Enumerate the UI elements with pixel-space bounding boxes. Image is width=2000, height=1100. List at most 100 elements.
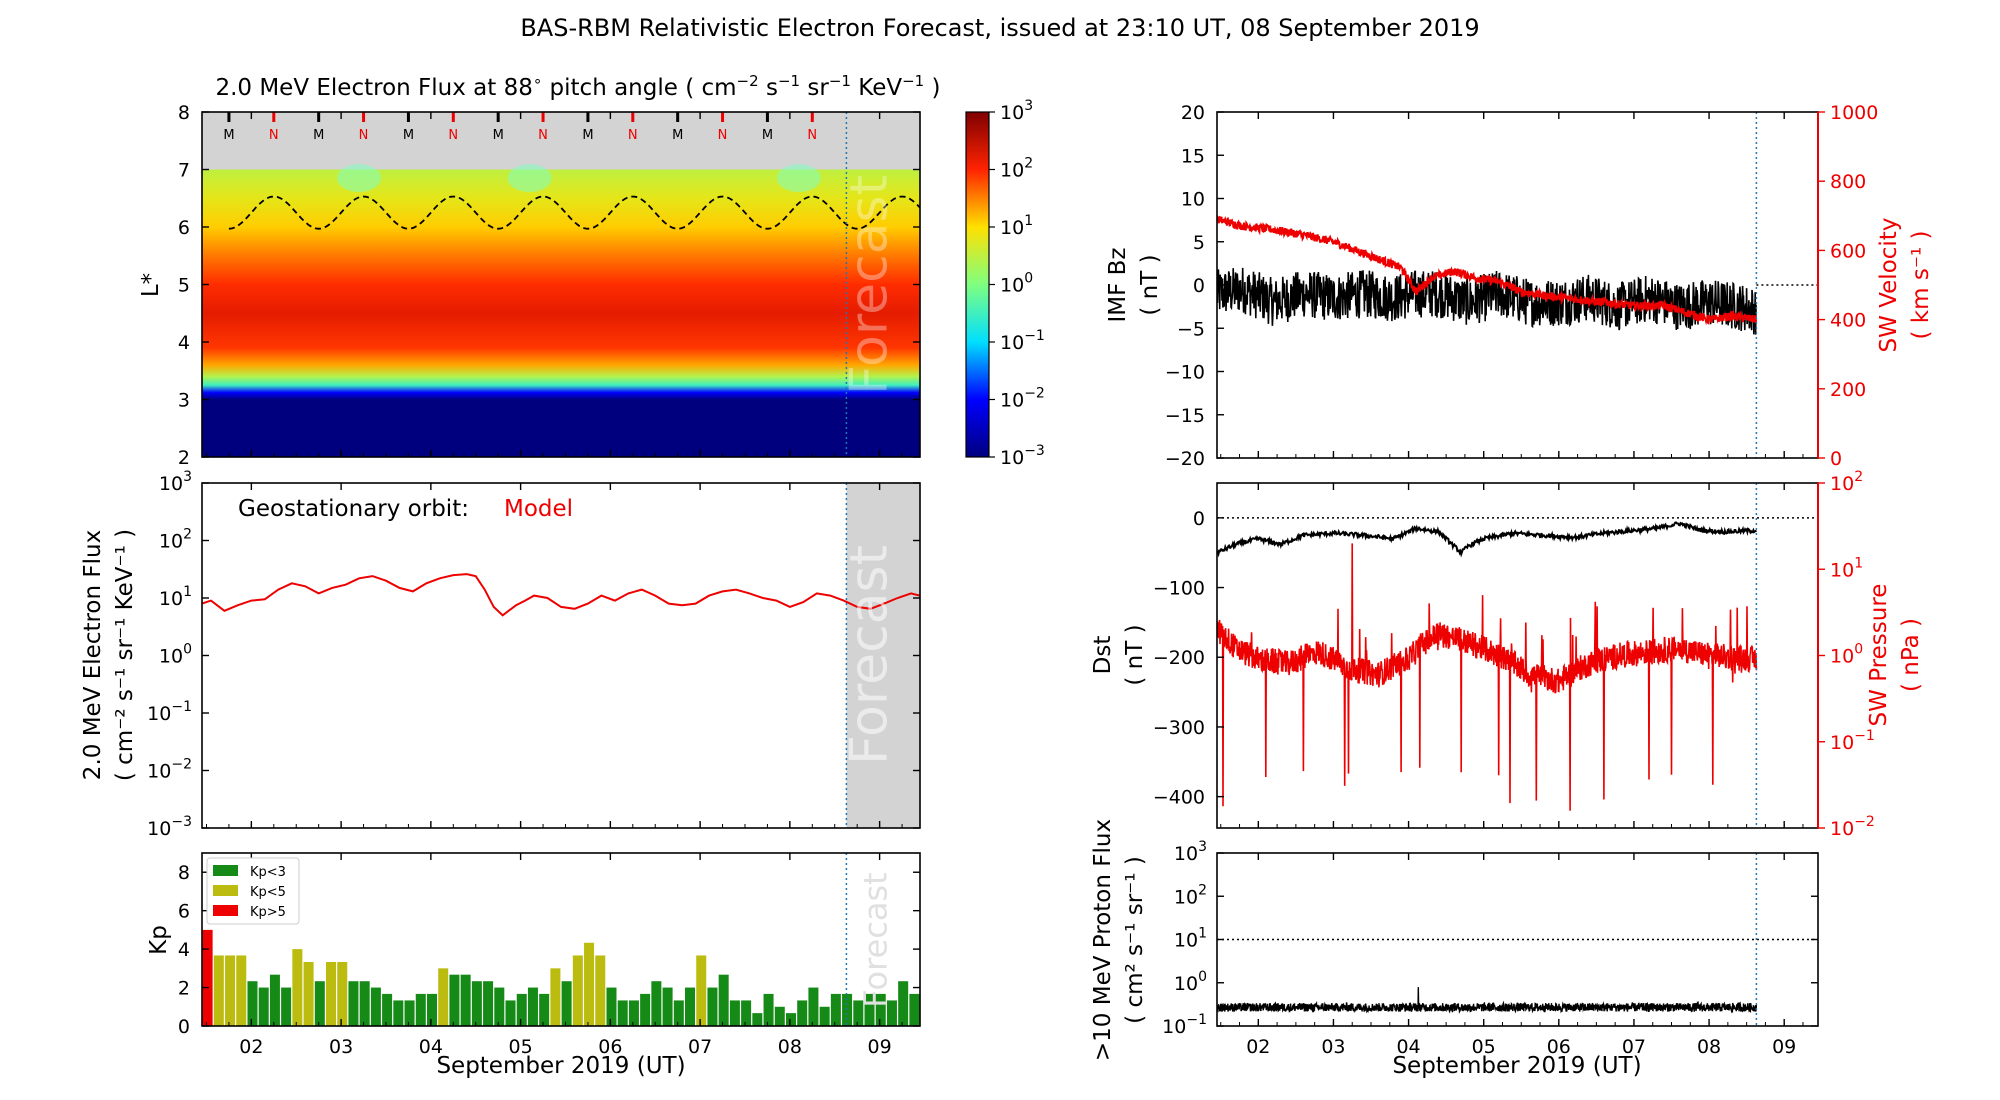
mn-marker-label: M — [582, 128, 593, 143]
geo-flux-frame — [201, 482, 921, 829]
kp-xtick-label: 03 — [329, 1036, 353, 1058]
imf-ytick-label: −5 — [1177, 318, 1205, 340]
mn-marker-label: M — [672, 128, 683, 143]
kp-legend-label-gt5: Kp>5 — [250, 905, 286, 920]
flux-lstar-image — [202, 169, 920, 457]
proton-ytick-label: 101 — [1174, 926, 1207, 952]
kp-xtick-label: 04 — [419, 1036, 443, 1058]
sw-pressure-ylabel-line1: SW Pressure — [1866, 584, 1892, 727]
kp-bar — [628, 1000, 639, 1026]
sw-pressure-ytick-label: 101 — [1830, 555, 1863, 581]
colorbar-tick-label: 102 — [1000, 156, 1033, 182]
kp-bar — [785, 1013, 796, 1026]
kp-legend-swatch-gt5 — [213, 905, 238, 916]
imf-ytick-label: 15 — [1181, 145, 1205, 167]
dst-ytick-label: −100 — [1153, 578, 1205, 600]
geo-flux-ytick-label: 103 — [159, 469, 192, 495]
proton-xtick-label: 03 — [1321, 1036, 1345, 1058]
dst-psw-panel: 0 −100 −200 −300 −400 102 101 100 10−1 10−2 Dst (… — [1090, 469, 1924, 840]
dst-psw-plot — [1217, 483, 1818, 828]
kp-bar — [830, 993, 841, 1026]
kp-bar — [685, 987, 696, 1026]
sw-velocity-ytick-label: 600 — [1830, 240, 1866, 262]
forecast-label: Forecast — [839, 545, 899, 765]
flux-lstar-title: 2.0 MeV Electron Flux at 88∘ pitch angle… — [215, 72, 940, 101]
kp-bar — [550, 968, 561, 1026]
kp-ytick-label: 2 — [178, 978, 190, 1000]
flux-lstar-panel: 2.0 MeV Electron Flux at 88∘ pitch angle… — [138, 72, 1045, 469]
sw-velocity-ytick-label: 0 — [1830, 448, 1842, 470]
imf-ytick-label: 10 — [1181, 189, 1205, 211]
kp-bar — [1044, 994, 1054, 1026]
proton-ylabel-line2: ( cm² s⁻¹ sr⁻¹ ) — [1122, 856, 1148, 1024]
kp-ytick-label: 6 — [178, 901, 190, 923]
kp-bar — [539, 993, 550, 1026]
kp-bar — [471, 981, 482, 1026]
kp-bar — [359, 981, 370, 1026]
flux-lstar-ytick-label: 7 — [178, 160, 190, 182]
kp-bar — [875, 993, 886, 1026]
kp-bar — [258, 987, 269, 1026]
kp-ylabel: Kp — [146, 925, 172, 955]
imf-bz-line — [1217, 267, 1757, 335]
sw-velocity-ytick-label: 800 — [1830, 171, 1866, 193]
kp-bar — [1033, 1000, 1043, 1026]
kp-bar — [326, 961, 337, 1026]
dst-psw-axes: 0 −100 −200 −300 −400 102 101 100 10−1 10−2 — [1153, 469, 1875, 840]
kp-bar — [337, 961, 348, 1026]
kp-bar — [774, 1006, 785, 1026]
kp-bar — [595, 955, 606, 1026]
kp-bar — [281, 987, 292, 1026]
kp-bar — [1055, 981, 1065, 1026]
kp-bar — [370, 987, 381, 1026]
kp-bar — [965, 981, 975, 1026]
sw-velocity-ytick-label: 400 — [1830, 310, 1866, 332]
kp-xtick-label: 02 — [239, 1036, 263, 1058]
kp-bar — [718, 974, 729, 1026]
kp-bar — [640, 993, 651, 1026]
kp-bar — [516, 993, 527, 1026]
kp-bar — [977, 981, 987, 1026]
proton-panel: 103 102 101 100 10−1 02 03 04 05 06 07 08 09 >10 MeV… — [1090, 819, 1819, 1079]
forecast-shade — [846, 483, 920, 828]
kp-xtick-label: 07 — [688, 1036, 712, 1058]
sw-velocity-ytick-label: 200 — [1830, 379, 1866, 401]
kp-bar — [853, 1000, 864, 1026]
kp-bar — [921, 988, 931, 1026]
imf-ytick-label: 5 — [1193, 232, 1205, 254]
flux-lstar-patch — [507, 164, 552, 193]
flux-lstar-ytick-label: 6 — [178, 217, 190, 239]
kp-bar — [673, 1000, 684, 1026]
kp-bar — [864, 993, 875, 1026]
kp-ytick-label: 8 — [178, 862, 190, 884]
geo-flux-ytick-label: 10−1 — [147, 699, 192, 725]
kp-bar — [236, 955, 247, 1026]
kp-bar — [393, 1000, 404, 1026]
flux-lstar-ytick-label: 8 — [178, 102, 190, 124]
kp-bar — [707, 987, 718, 1026]
colorbar-tick-label: 103 — [1000, 98, 1033, 124]
kp-xtick-label: 09 — [868, 1036, 892, 1058]
geo-flux-ylabel-line2: ( cm⁻² s⁻¹ sr⁻¹ KeV⁻¹ ) — [112, 529, 138, 781]
geo-flux-model-line — [202, 573, 920, 617]
mn-marker-label: N — [807, 128, 817, 143]
kp-bar — [415, 993, 426, 1026]
kp-xtick-label: 06 — [598, 1036, 622, 1058]
sw-pressure-ytick-label: 102 — [1830, 469, 1863, 495]
flux-lstar-heatmap — [202, 112, 920, 457]
mn-marker-label: M — [493, 128, 504, 143]
imf-ytick-label: −15 — [1165, 405, 1205, 427]
kp-bar — [954, 994, 964, 1026]
geo-flux-panel: Forecast 103 102 101 100 10−1 10−2 10−3 Geosta… — [80, 469, 921, 840]
sw-pressure-ytick-label: 10−1 — [1830, 728, 1875, 754]
geo-flux-ytick-label: 102 — [159, 527, 192, 553]
proton-xtick-label: 09 — [1772, 1036, 1796, 1058]
kp-legend-label-lt5: Kp<5 — [250, 885, 286, 900]
proton-ytick-label: 102 — [1174, 882, 1207, 908]
kp-bar — [662, 987, 673, 1026]
kp-bar — [808, 987, 819, 1026]
